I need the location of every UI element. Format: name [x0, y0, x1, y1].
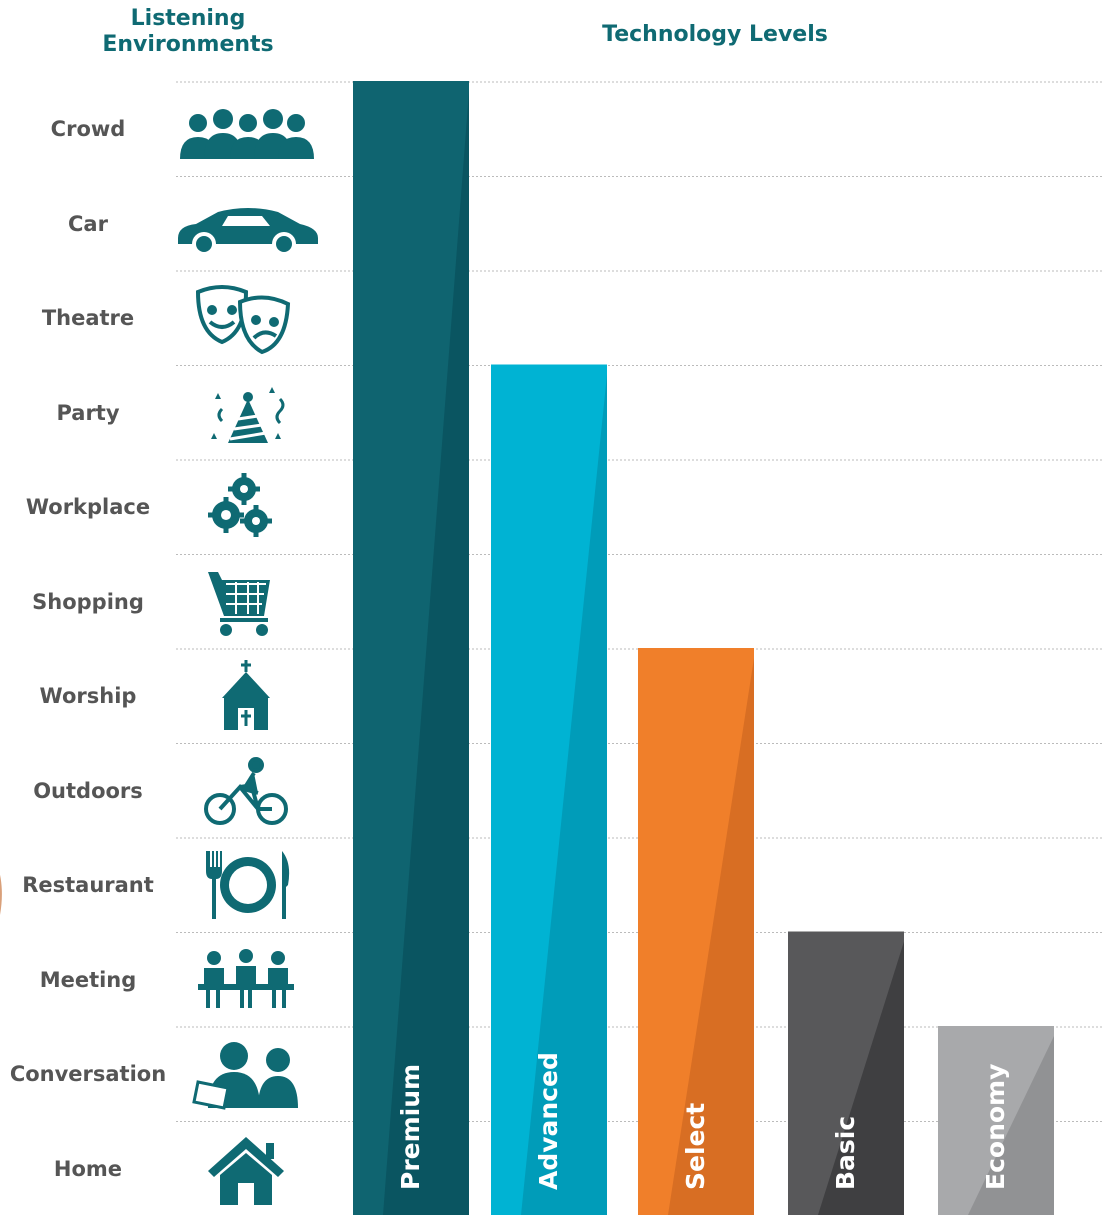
- environment-label: Outdoors: [0, 779, 176, 803]
- environment-label: Crowd: [0, 117, 176, 141]
- bar-label: Economy: [981, 1064, 1010, 1190]
- environment-label: Car: [0, 212, 176, 236]
- environment-label: Workplace: [0, 495, 176, 519]
- environment-label: Home: [0, 1157, 176, 1181]
- cyclist-icon: [168, 751, 318, 831]
- bar-label: Premium: [396, 1064, 425, 1190]
- environment-label: Conversation: [0, 1062, 176, 1086]
- house-icon: [168, 1129, 318, 1209]
- bar-label: Advanced: [534, 1052, 563, 1190]
- conversation-icon: [168, 1034, 318, 1114]
- shopping-cart-icon: [168, 562, 318, 642]
- gears-icon: [168, 467, 318, 547]
- environment-label: Shopping: [0, 590, 176, 614]
- meeting-icon: [168, 940, 318, 1020]
- environment-label: Theatre: [0, 306, 176, 330]
- bar-label: Basic: [831, 1116, 860, 1190]
- environment-label: Party: [0, 401, 176, 425]
- party-hat-icon: [168, 373, 318, 453]
- church-icon: [168, 656, 318, 736]
- car-icon: [168, 184, 318, 264]
- environment-label: Restaurant: [0, 873, 176, 897]
- environment-label: Worship: [0, 684, 176, 708]
- crowd-icon: [168, 89, 318, 169]
- theatre-masks-icon: [168, 278, 318, 358]
- bar-label: Select: [681, 1103, 710, 1190]
- plate-cutlery-icon: [168, 845, 318, 925]
- environment-label: Meeting: [0, 968, 176, 992]
